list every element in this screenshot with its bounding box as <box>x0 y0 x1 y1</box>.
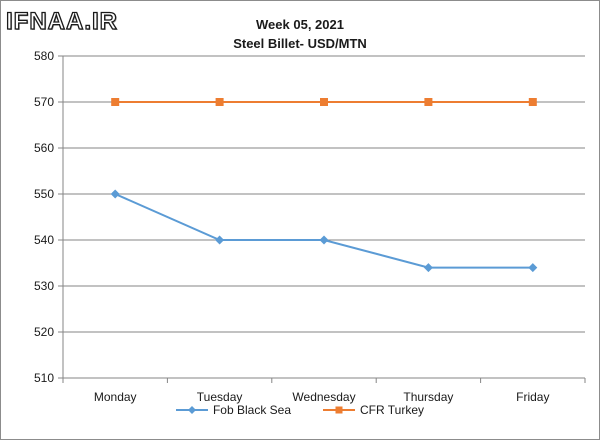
watermark-logo: IFNAA.IR <box>5 7 118 35</box>
point-fob-black-sea-0 <box>110 189 120 199</box>
point-fob-black-sea-1 <box>215 235 225 245</box>
point-cfr-turkey-0 <box>111 98 120 106</box>
x-tick-label-tuesday: Tuesday <box>197 390 243 404</box>
legend-swatch-fob-black-sea <box>175 406 208 414</box>
legend-item-fob-black-sea: Fob Black Sea <box>175 403 292 417</box>
y-tick-label-2: 530 <box>34 279 54 293</box>
y-tick-label-6: 570 <box>34 95 54 109</box>
legend-swatch-cfr-turkey <box>323 406 356 414</box>
point-cfr-turkey-3 <box>424 98 433 106</box>
point-cfr-turkey-2 <box>320 98 328 106</box>
point-cfr-turkey-4 <box>528 98 537 106</box>
x-tick-label-monday: Monday <box>94 390 137 404</box>
x-tick-label-friday: Friday <box>516 390 549 404</box>
legend-label-fob-black-sea: Fob Black Sea <box>212 403 292 417</box>
legend: Fob Black Sea CFR Turkey <box>0 403 600 417</box>
x-tick-label-wednesday: Wednesday <box>292 390 355 404</box>
point-fob-black-sea-2 <box>319 235 329 245</box>
y-tick-label-0: 510 <box>34 371 54 385</box>
x-tick-label-thursday: Thursday <box>403 390 453 404</box>
y-tick-label-3: 540 <box>34 233 54 247</box>
legend-item-cfr-turkey: CFR Turkey <box>323 403 424 417</box>
y-tick-label-4: 550 <box>34 187 54 201</box>
chart-title: Week 05, 2021 <box>256 17 344 32</box>
chart-subtitle: Steel Billet- USD/MTN <box>233 36 367 51</box>
legend-label-cfr-turkey: CFR Turkey <box>360 403 425 417</box>
y-tick-label-5: 560 <box>34 141 54 155</box>
y-tick-label-1: 520 <box>34 325 54 339</box>
point-fob-black-sea-3 <box>423 263 433 273</box>
point-cfr-turkey-1 <box>215 98 224 106</box>
y-tick-label-7: 580 <box>34 49 54 63</box>
point-fob-black-sea-4 <box>528 263 538 273</box>
series-line-fob-black-sea <box>114 193 533 269</box>
